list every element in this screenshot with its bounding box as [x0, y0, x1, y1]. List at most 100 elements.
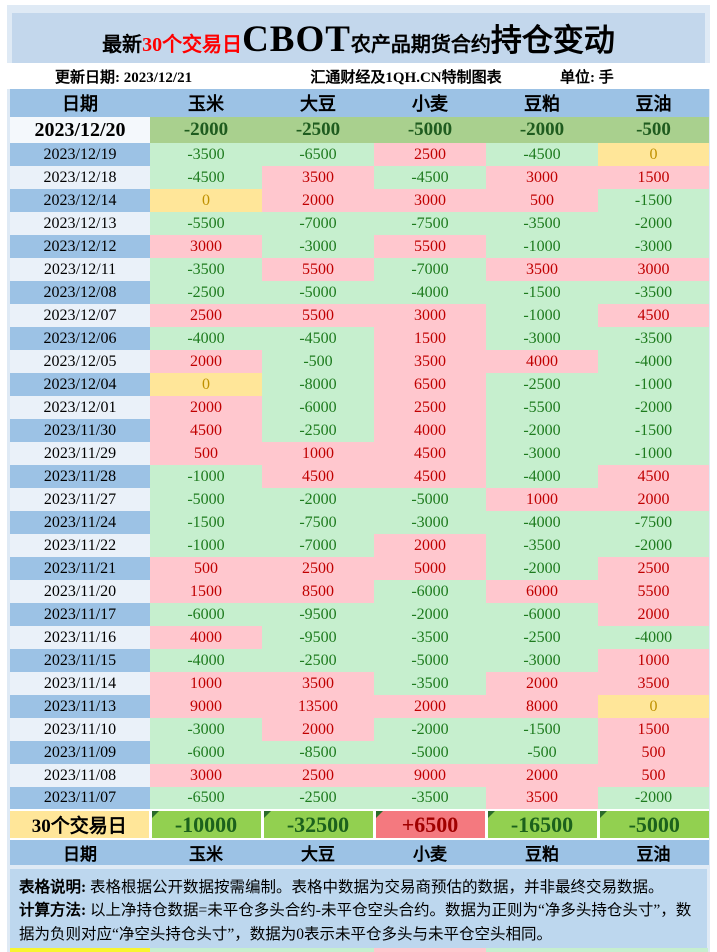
value-cell: -4000	[598, 626, 709, 649]
title-prefix: 最新	[102, 34, 143, 56]
date-cell: 2023/11/16	[10, 626, 150, 649]
value-cell: -2000	[486, 117, 598, 143]
value-cell: -3500	[598, 281, 709, 304]
value-cell: -2500	[262, 787, 374, 810]
table-row: 2023/11/15 -4000 -2500 -5000 -3000 1000	[10, 649, 709, 672]
note-description-label: 表格说明:	[19, 879, 87, 896]
table-row: 2023/11/24 -1500 -7500 -3000 -4000 -7500	[10, 511, 709, 534]
value-cell: 5500	[598, 580, 709, 603]
value-cell: 2000	[262, 189, 374, 212]
value-cell: -1500	[150, 511, 262, 534]
value-cell: -7500	[374, 212, 486, 235]
next-table-sliver	[10, 948, 708, 952]
totals-label-cell: 30个交易日	[10, 809, 150, 840]
date-cell: 2023/12/12	[10, 235, 150, 258]
value-cell: -2500	[262, 649, 374, 672]
value-cell: 4500	[598, 304, 709, 327]
table-row: 2023/11/17 -6000 -9500 -2000 -6000 2000	[10, 603, 709, 626]
value-cell: -3000	[374, 511, 486, 534]
value-cell: 4500	[262, 465, 374, 488]
value-cell: 2000	[150, 396, 262, 419]
date-cell: 2023/11/14	[10, 672, 150, 695]
value-cell: 6000	[486, 580, 598, 603]
value-cell: 0	[150, 373, 262, 396]
date-cell: 2023/12/08	[10, 281, 150, 304]
date-cell: 2023/11/27	[10, 488, 150, 511]
value-cell: 1000	[150, 672, 262, 695]
date-cell: 2023/11/15	[10, 649, 150, 672]
value-cell: -500	[262, 350, 374, 373]
value-cell: 500	[598, 741, 709, 764]
value-cell: -1500	[486, 718, 598, 741]
footnotes: 表格说明: 表格根据公开数据按需编制。表格中数据为交易商预估的数据，并非最终交易…	[10, 869, 707, 952]
value-cell: 1500	[598, 718, 709, 741]
value-cell: -3000	[262, 235, 374, 258]
value-cell: -2000	[150, 117, 262, 143]
date-cell: 2023/12/05	[10, 350, 150, 373]
value-cell: -3500	[374, 672, 486, 695]
date-cell: 2023/11/30	[10, 419, 150, 442]
value-cell: 4000	[486, 350, 598, 373]
value-cell: -8500	[262, 741, 374, 764]
note-method-text: 以上净持仓数据=未平仓多头合约-未平仓空头合约。数据为正则为“净多头持仓头寸”，…	[19, 902, 692, 943]
date-cell: 2023/12/20	[10, 117, 150, 143]
date-cell: 2023/11/20	[10, 580, 150, 603]
value-cell: -3500	[486, 212, 598, 235]
value-cell: -6000	[374, 580, 486, 603]
value-cell: 1000	[486, 488, 598, 511]
value-cell: -9500	[262, 626, 374, 649]
value-cell: 3000	[150, 764, 262, 787]
value-cell: 500	[150, 557, 262, 580]
value-cell: 2500	[262, 764, 374, 787]
value-cell: 500	[598, 764, 709, 787]
date-cell: 2023/11/22	[10, 534, 150, 557]
update-date-label: 更新日期: 2023/12/21	[55, 69, 193, 86]
sliver-segment	[150, 948, 262, 952]
value-cell: -1000	[150, 534, 262, 557]
date-cell: 2023/11/28	[10, 465, 150, 488]
value-cell: -2500	[262, 117, 374, 143]
value-cell: -5000	[374, 649, 486, 672]
value-cell: 0	[598, 695, 709, 718]
date-cell: 2023/12/11	[10, 258, 150, 281]
value-cell: -5000	[374, 117, 486, 143]
table-row: 2023/11/22 -1000 -7000 2000 -3500 -2000	[10, 534, 709, 557]
column-header-bottom: 小麦	[374, 839, 486, 865]
value-cell: 9000	[150, 695, 262, 718]
table-row: 2023/12/18 -4500 3500 -4500 3000 1500	[10, 166, 709, 189]
value-cell: -6500	[262, 143, 374, 166]
value-cell: 3500	[598, 672, 709, 695]
value-cell: 3000	[150, 235, 262, 258]
value-cell: -3000	[486, 327, 598, 350]
unit-label: 单位: 手	[560, 69, 614, 86]
table-row: 2023/11/29 500 1000 4500 -3000 -1000	[10, 442, 709, 465]
value-cell: 2000	[486, 672, 598, 695]
value-cell: -2500	[486, 626, 598, 649]
value-cell: -3500	[150, 258, 262, 281]
page-title: 最新 30个交易日 CBOT 农产品期货合约 持仓变动	[102, 15, 615, 61]
value-cell: 3000	[598, 258, 709, 281]
totals-value-cell: -16500	[484, 809, 598, 840]
value-cell: -5000	[374, 741, 486, 764]
table-row: 2023/12/13 -5500 -7000 -7500 -3500 -2000	[10, 212, 709, 235]
value-cell: -7500	[598, 511, 709, 534]
value-cell: -2000	[486, 419, 598, 442]
totals-value-cell: -10000	[148, 809, 262, 840]
title-middle: 农产品期货合约	[350, 34, 491, 56]
table-row: 2023/12/19 -3500 -6500 2500 -4500 0	[10, 143, 709, 166]
value-cell: -1000	[598, 373, 709, 396]
value-cell: 2500	[374, 143, 486, 166]
value-cell: 1500	[374, 327, 486, 350]
value-cell: -4500	[262, 327, 374, 350]
value-cell: -5000	[262, 281, 374, 304]
value-cell: -6000	[262, 396, 374, 419]
value-cell: -2000	[262, 488, 374, 511]
value-cell: -2000	[374, 603, 486, 626]
value-cell: -3500	[374, 626, 486, 649]
value-cell: -9500	[262, 603, 374, 626]
value-cell: -1000	[486, 235, 598, 258]
table-row: 2023/11/10 -3000 2000 -2000 -1500 1500	[10, 718, 709, 741]
value-cell: -3500	[598, 327, 709, 350]
table-row: 2023/12/01 2000 -6000 2500 -5500 -2000	[10, 396, 709, 419]
value-cell: 1000	[262, 442, 374, 465]
